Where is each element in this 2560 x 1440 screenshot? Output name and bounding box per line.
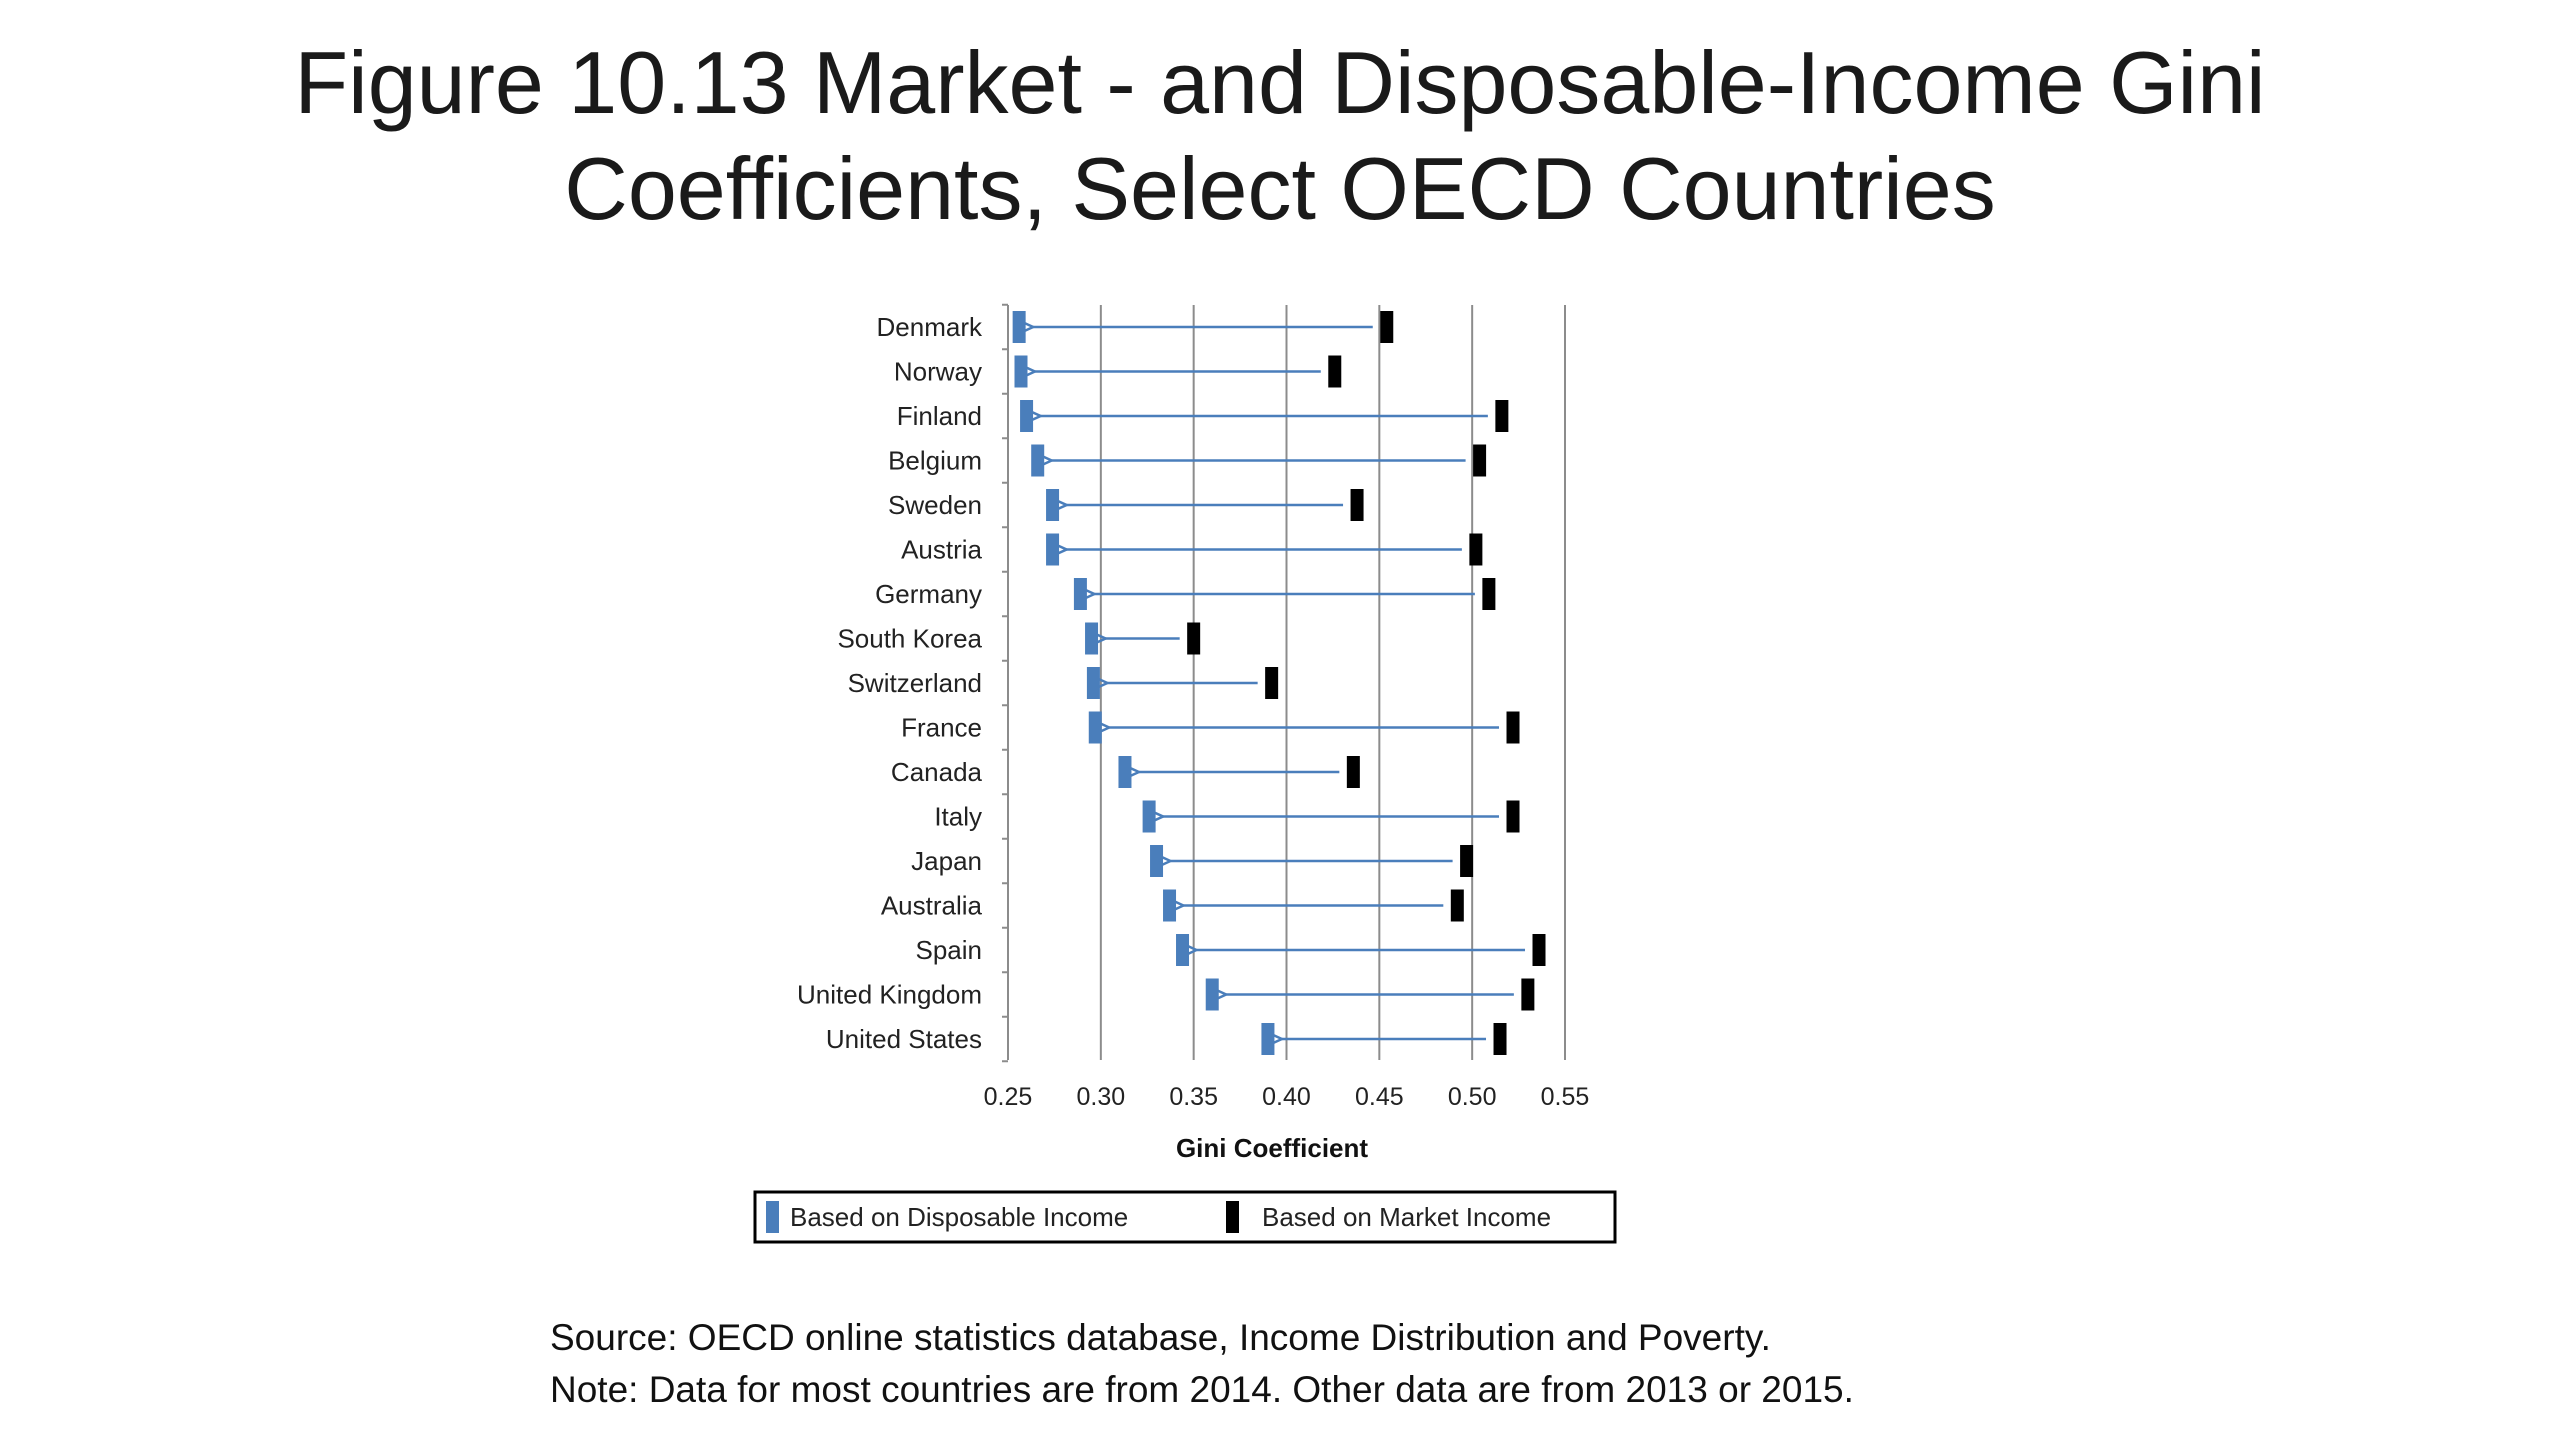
country-label: Finland [897, 401, 982, 431]
x-axis-title: Gini Coefficient [1176, 1133, 1368, 1163]
disposable-income-marker [1085, 622, 1099, 655]
market-income-marker [1495, 400, 1509, 432]
x-tick-label: 0.25 [984, 1083, 1033, 1111]
disposable-income-marker [1014, 355, 1028, 388]
notes: Source: OECD online statistics database,… [550, 1312, 1854, 1416]
country-label: Sweden [888, 490, 982, 520]
market-income-marker [1506, 711, 1520, 744]
country-label: Austria [901, 535, 982, 565]
market-income-marker [1482, 578, 1496, 610]
market-income-marker [1350, 489, 1364, 521]
market-income-marker [1506, 800, 1520, 833]
x-tick-label: 0.40 [1262, 1083, 1311, 1111]
market-income-marker [1450, 889, 1464, 922]
disposable-income-marker [1073, 578, 1087, 610]
market-income-marker [1460, 845, 1474, 877]
disposable-income-marker [1088, 711, 1102, 744]
market-income-marker [1521, 978, 1535, 1011]
country-label: Japan [911, 846, 982, 876]
country-label: South Korea [837, 624, 982, 654]
country-label: Denmark [877, 312, 983, 342]
x-tick-label: 0.30 [1076, 1083, 1125, 1111]
x-tick-label: 0.55 [1541, 1083, 1590, 1111]
market-income-marker [1328, 355, 1342, 388]
legend-swatch-market [1226, 1201, 1239, 1233]
source-note: Source: OECD online statistics database,… [550, 1317, 1771, 1358]
disposable-income-marker [1205, 978, 1219, 1011]
country-label: Belgium [888, 446, 982, 476]
country-label: Germany [875, 579, 982, 609]
country-label: Switzerland [848, 668, 982, 698]
disposable-income-marker [1012, 311, 1026, 343]
legend-box [753, 1190, 1617, 1244]
country-label: France [901, 713, 982, 743]
country-label: Spain [916, 935, 983, 965]
arrow-layer [1033, 327, 1526, 1039]
x-tick-label: 0.50 [1448, 1083, 1497, 1111]
legend-label-disposable: Based on Disposable Income [790, 1202, 1128, 1232]
country-label: Italy [934, 802, 982, 832]
disposable-income-marker [1118, 756, 1132, 788]
country-label: Canada [891, 757, 983, 787]
market-income-marker [1346, 756, 1360, 788]
market-income-marker [1532, 934, 1546, 966]
data-note: Note: Data for most countries are from 2… [550, 1369, 1854, 1410]
x-tick-label: 0.35 [1169, 1083, 1218, 1111]
market-income-marker [1265, 667, 1279, 699]
axis-layer [1002, 303, 1009, 1063]
legend-label-market: Based on Market Income [1262, 1202, 1551, 1232]
legend: Based on Disposable Income Based on Mark… [753, 1190, 1617, 1244]
country-label: Norway [894, 357, 982, 387]
chart-title: Figure 10.13 Market - and Disposable-Inc… [0, 30, 2560, 242]
chart-title-line-1: Figure 10.13 Market - and Disposable-Inc… [294, 33, 2266, 132]
marker-layer [1012, 311, 1546, 1055]
disposable-income-marker [1142, 800, 1156, 833]
disposable-income-marker [1086, 667, 1100, 699]
country-label: United States [826, 1024, 982, 1054]
disposable-income-marker [1031, 444, 1045, 477]
legend-swatch-disposable [766, 1201, 779, 1233]
x-tick-label: 0.45 [1355, 1083, 1404, 1111]
country-label: Australia [881, 891, 983, 921]
market-income-marker [1473, 444, 1487, 477]
disposable-income-marker [1150, 845, 1164, 877]
chart-title-line-2: Coefficients, Select OECD Countries [564, 139, 1996, 238]
market-income-marker [1469, 533, 1483, 566]
disposable-income-marker [1020, 400, 1034, 432]
disposable-income-marker [1046, 533, 1060, 566]
disposable-income-marker [1261, 1023, 1275, 1055]
disposable-income-marker [1046, 489, 1060, 521]
market-income-marker [1187, 622, 1201, 655]
disposable-income-marker [1176, 934, 1190, 966]
market-income-marker [1493, 1023, 1507, 1055]
country-label: United Kingdom [797, 980, 982, 1010]
label-layer: 0.25 0.30 0.35 0.40 0.45 0.50 0.55 Denmark Norwa… [797, 312, 1589, 1111]
market-income-marker [1380, 311, 1394, 343]
disposable-income-marker [1163, 889, 1177, 922]
